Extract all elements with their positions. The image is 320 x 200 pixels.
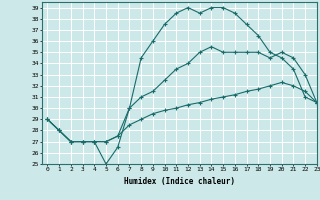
X-axis label: Humidex (Indice chaleur): Humidex (Indice chaleur) (124, 177, 235, 186)
